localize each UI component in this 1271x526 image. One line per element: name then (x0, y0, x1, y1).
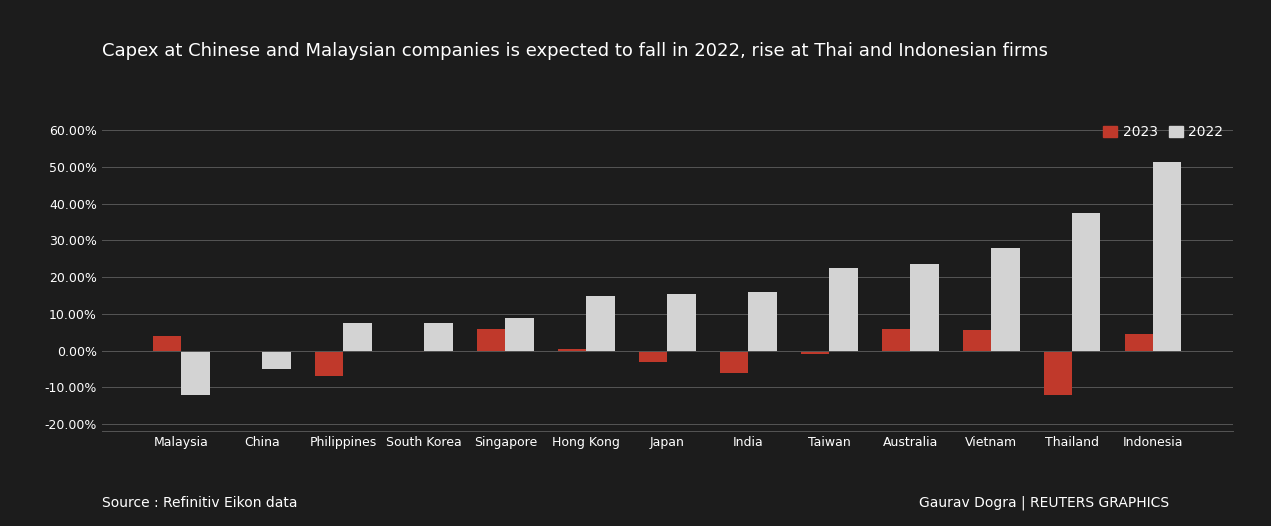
Bar (1073, 213, 1101, 351)
Bar (991, 248, 1019, 351)
Text: Capex at Chinese and Malaysian companies is expected to fall in 2022, rise at Th: Capex at Chinese and Malaysian companies… (102, 42, 1047, 60)
Bar (343, 323, 371, 351)
Bar (801, 351, 829, 354)
Bar (1125, 334, 1153, 351)
Bar (639, 351, 667, 361)
Bar (425, 323, 452, 351)
Bar (1043, 351, 1073, 394)
Bar (397, 351, 425, 352)
Bar (153, 336, 182, 351)
Bar (882, 329, 910, 351)
Legend: 2023, 2022: 2023, 2022 (1101, 123, 1227, 142)
Text: Gaurav Dogra | REUTERS GRAPHICS: Gaurav Dogra | REUTERS GRAPHICS (919, 495, 1169, 510)
Bar (315, 351, 343, 376)
Bar (829, 268, 858, 351)
Bar (262, 351, 291, 369)
Bar (910, 265, 938, 351)
Bar (586, 296, 615, 351)
Bar (667, 294, 695, 351)
Bar (719, 351, 749, 372)
Bar (506, 318, 534, 351)
Bar (1153, 161, 1182, 351)
Bar (749, 292, 777, 351)
Bar (182, 351, 210, 394)
Bar (558, 349, 586, 351)
Bar (477, 329, 506, 351)
Bar (234, 351, 262, 352)
Bar (963, 330, 991, 351)
Text: Source : Refinitiv Eikon data: Source : Refinitiv Eikon data (102, 496, 297, 510)
